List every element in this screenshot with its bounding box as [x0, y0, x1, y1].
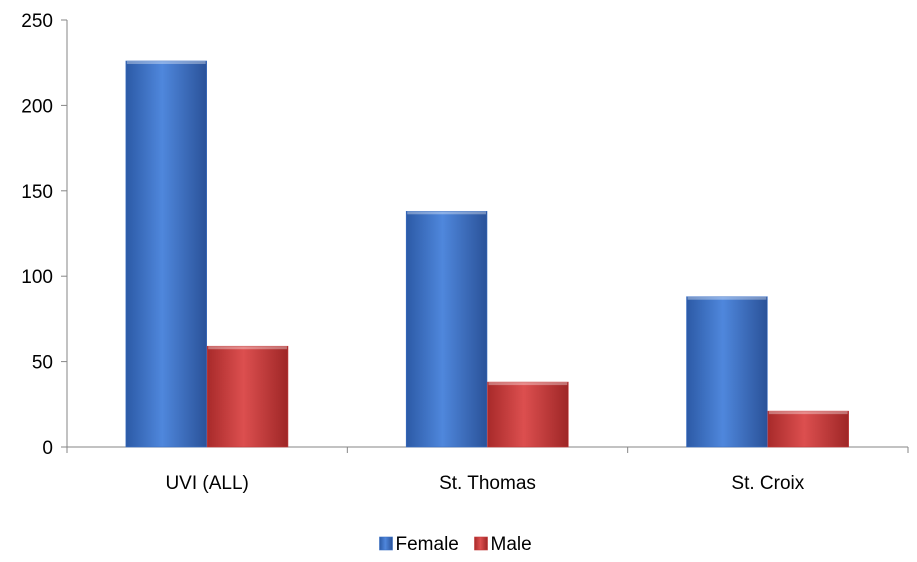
bar-female-2: [405, 210, 488, 448]
legend-swatch-male: [474, 536, 488, 551]
bar-male-3: [767, 410, 849, 448]
x-category-label: St. Croix: [731, 473, 804, 494]
bar-female-3: [686, 296, 768, 448]
y-axis: 0 50 100 150 200 250: [21, 11, 68, 459]
bar-highlight: [208, 346, 287, 350]
bar-female-1: [125, 60, 207, 448]
x-category-label: UVI (ALL): [165, 473, 248, 494]
bar-male-2: [487, 381, 569, 448]
bar-highlight: [407, 211, 486, 215]
bars: [125, 60, 849, 448]
bar-male-1: [206, 345, 289, 448]
legend: Female Male: [379, 534, 532, 555]
bar-highlight: [488, 382, 568, 386]
y-tick-label: 0: [42, 438, 53, 459]
y-tick-label: 250: [21, 11, 53, 32]
legend-swatch-female: [379, 536, 393, 551]
legend-label-female: Female: [396, 534, 459, 555]
y-tick-label: 100: [21, 267, 53, 288]
y-tick-label: 200: [21, 96, 53, 117]
bar-highlight: [687, 296, 767, 300]
legend-label-male: Male: [491, 534, 532, 555]
x-axis: UVI (ALL) St. Thomas St. Croix: [66, 446, 909, 494]
y-tick-label: 150: [21, 182, 53, 203]
bar-highlight: [768, 411, 848, 415]
bar-highlight: [126, 60, 206, 64]
y-tick-label: 50: [32, 353, 53, 374]
x-category-label: St. Thomas: [439, 473, 536, 494]
